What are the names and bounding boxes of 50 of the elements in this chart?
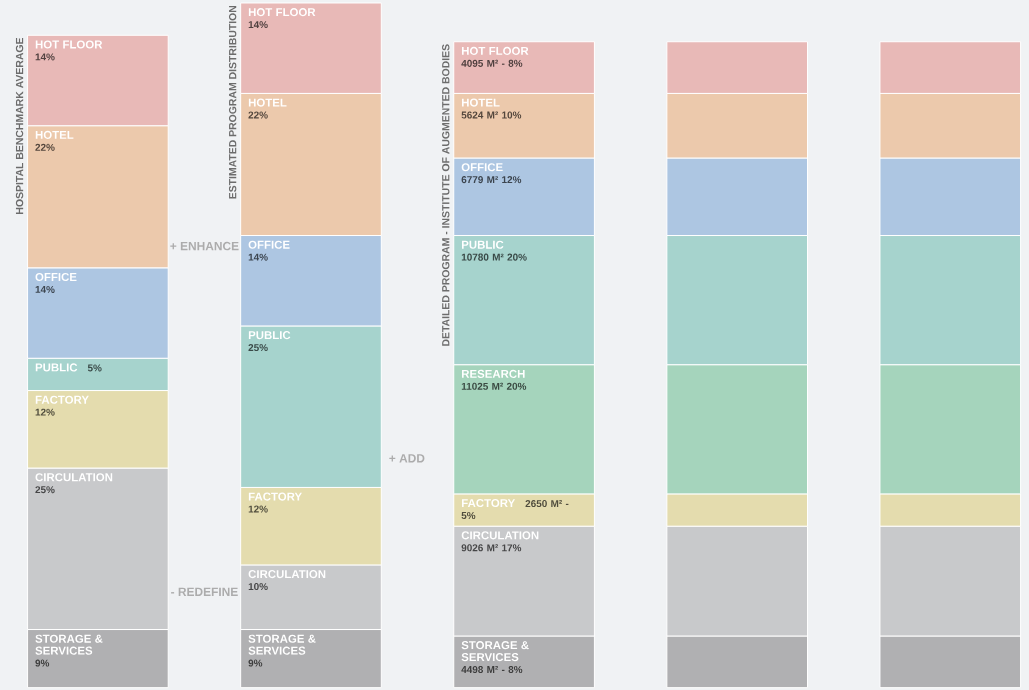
text: HOT FLOOR xyxy=(35,40,103,49)
x-tick-label: DETAILED PROGRAM - INSTITUTE OF AUGMENTED BODIES xyxy=(442,44,450,346)
data-label: 25% xyxy=(248,344,268,352)
text: FACTORY xyxy=(248,492,302,501)
data-label: 5% xyxy=(87,364,102,372)
text: HOT FLOOR xyxy=(461,47,529,56)
data-label: 25% xyxy=(35,486,55,494)
data-label: 10% xyxy=(248,583,268,591)
data-label: 14% xyxy=(248,253,268,261)
data-label: 14% xyxy=(35,53,55,61)
text: PUBLIC xyxy=(248,331,291,340)
data-label: 8% xyxy=(508,666,523,674)
data-label: 8% xyxy=(508,60,523,68)
annotation: 4498 M² - xyxy=(461,666,505,674)
text: HOTEL xyxy=(248,98,287,107)
data-label: 6779 M² 12% xyxy=(461,176,522,184)
data-label: 5% xyxy=(461,512,476,520)
data-label: 14% xyxy=(248,21,268,29)
data-label: 5624 M² 10% xyxy=(461,111,522,119)
data-label: 9% xyxy=(35,659,50,667)
text: FACTORY xyxy=(461,499,516,508)
data-label: 14% xyxy=(35,286,55,294)
text: PUBLIC xyxy=(461,240,504,249)
series-label: STORAGE & SERVICES xyxy=(35,634,103,655)
annotation: - REDEFINE xyxy=(171,587,238,597)
data-label: 9% xyxy=(248,659,263,667)
annotation: + ADD xyxy=(389,454,425,463)
data-label: 9026 M² 17% xyxy=(461,544,522,552)
data-label: 11025 M² 20% xyxy=(461,382,527,391)
series-label: RESEARCH xyxy=(461,370,525,379)
text: OFFICE xyxy=(248,240,290,249)
annotation: 2650 M² - xyxy=(525,500,569,508)
text: OFFICE xyxy=(461,163,503,172)
x-tick-label: ESTIMATED PROGRAM DISTRIBUTION xyxy=(228,6,237,199)
series-label: FACTORY xyxy=(35,395,89,404)
text: STORAGE & SERVICES xyxy=(248,634,316,655)
series-label: OFFICE xyxy=(35,273,77,282)
data-label: 12% xyxy=(35,408,55,416)
data-label: 12% xyxy=(248,505,268,513)
annotation: 4095 M² - xyxy=(461,60,505,68)
data-label: 22% xyxy=(35,143,55,152)
text: HOTEL xyxy=(461,98,500,107)
annotation: + ENHANCE xyxy=(170,242,239,251)
series-label: PUBLIC xyxy=(35,363,78,372)
data-label: 10780 M² 20% xyxy=(461,253,527,261)
x-tick-label: HOSPITAL BENCHMARK AVERAGE xyxy=(15,38,24,215)
data-label: 22% xyxy=(248,111,268,119)
text: STORAGE & SERVICES xyxy=(461,641,529,662)
series-label: HOT FLOOR xyxy=(248,8,316,17)
series-label: HOTEL xyxy=(35,131,74,140)
